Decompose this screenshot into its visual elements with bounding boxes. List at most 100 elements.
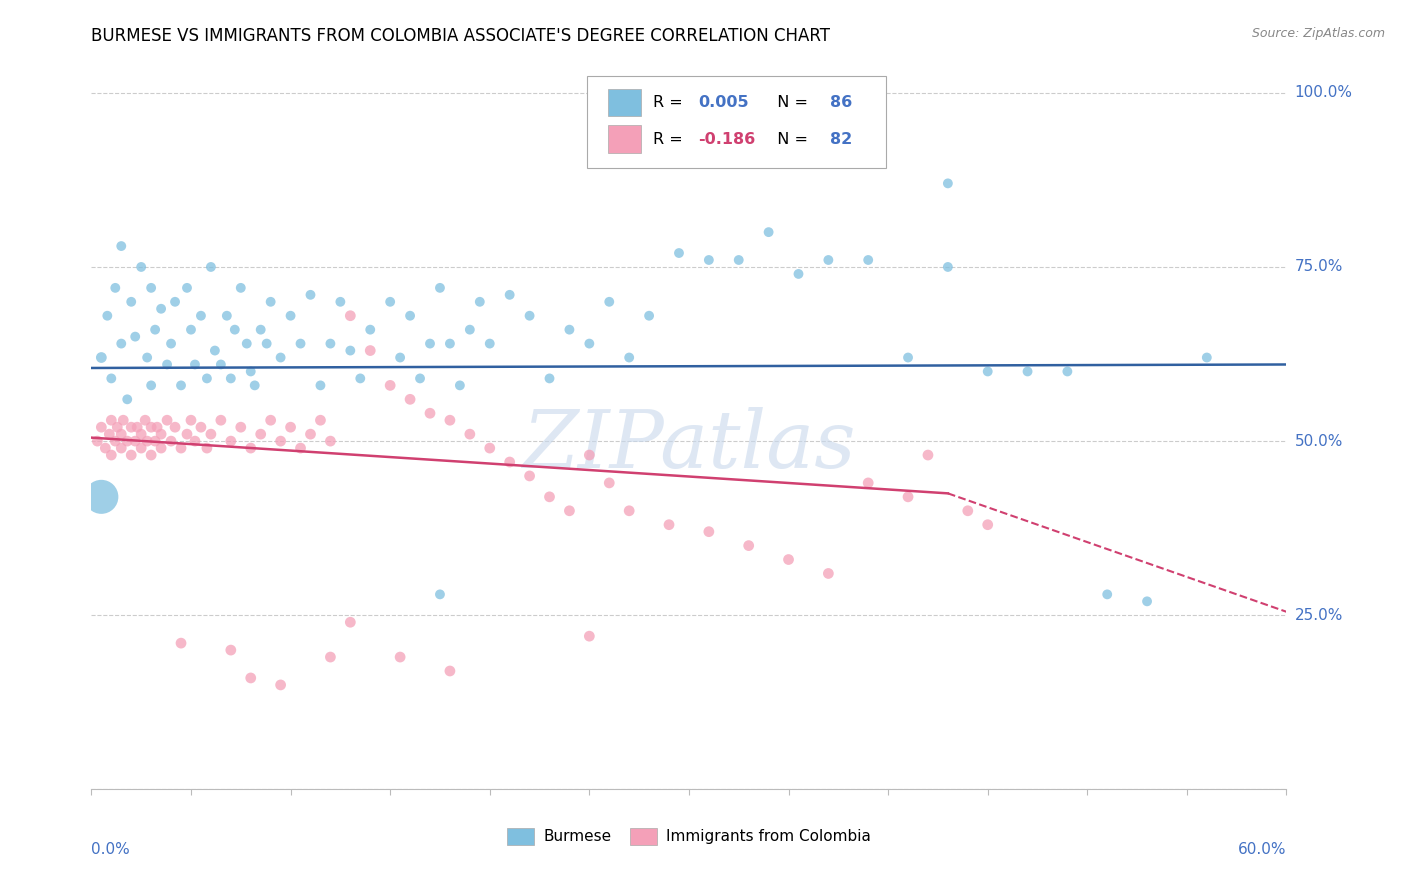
Point (195, 371, 218, 385)
Point (256, 336, 278, 351)
Text: BURMESE VS IMMIGRANTS FROM COLOMBIA ASSOCIATE'S DEGREE CORRELATION CHART: BURMESE VS IMMIGRANTS FROM COLOMBIA ASSO… (91, 28, 831, 45)
Point (697, 524, 720, 539)
Text: 100.0%: 100.0% (1295, 86, 1353, 100)
Point (619, 351, 641, 365)
Point (110, 336, 132, 351)
Point (468, 294, 491, 309)
Point (235, 336, 259, 351)
Point (229, 281, 252, 295)
Point (956, 504, 979, 518)
Point (90, 420, 112, 434)
Point (239, 441, 262, 455)
FancyBboxPatch shape (588, 77, 886, 168)
Point (150, 441, 173, 455)
Point (259, 413, 281, 427)
Point (439, 413, 461, 427)
Point (409, 371, 432, 385)
Text: N =: N = (766, 132, 813, 146)
Point (110, 427, 132, 442)
Point (129, 427, 152, 442)
Point (141, 378, 162, 392)
Point (229, 420, 252, 434)
Point (160, 434, 183, 449)
Point (204, 343, 226, 358)
Text: R =: R = (652, 132, 688, 146)
Point (141, 281, 162, 295)
Point (170, 441, 193, 455)
Text: R =: R = (652, 95, 688, 110)
Point (478, 336, 501, 351)
Point (419, 336, 441, 351)
Point (519, 469, 541, 483)
Point (429, 281, 451, 295)
Point (176, 427, 198, 442)
Point (150, 301, 173, 316)
Point (917, 448, 939, 462)
Point (359, 323, 381, 337)
Point (156, 413, 179, 427)
Text: N =: N = (766, 95, 813, 110)
Point (936, 260, 959, 274)
Point (658, 120, 681, 135)
Point (319, 434, 342, 449)
Point (249, 427, 271, 442)
Point (239, 671, 262, 685)
Point (156, 358, 179, 372)
Point (134, 413, 156, 427)
Point (538, 490, 561, 504)
Point (578, 448, 600, 462)
Point (146, 420, 169, 434)
Point (90, 490, 112, 504)
Point (498, 455, 520, 469)
Point (136, 351, 159, 365)
Point (897, 351, 920, 365)
Point (136, 434, 159, 449)
Point (249, 323, 271, 337)
Point (100, 413, 122, 427)
Point (160, 336, 183, 351)
Point (837, 103, 859, 118)
Point (458, 323, 481, 337)
Point (578, 629, 600, 643)
Text: 82: 82 (830, 132, 852, 146)
Point (339, 343, 361, 358)
Point (96, 309, 118, 323)
Point (180, 323, 202, 337)
Text: 50.0%: 50.0% (1295, 434, 1343, 449)
Point (195, 441, 218, 455)
Point (124, 329, 146, 343)
Point (86, 434, 108, 449)
Point (290, 336, 312, 351)
Point (280, 309, 302, 323)
Legend: Burmese, Immigrants from Colombia: Burmese, Immigrants from Colombia (501, 822, 877, 851)
Point (778, 552, 800, 566)
Point (299, 427, 322, 442)
Point (359, 343, 381, 358)
Point (478, 441, 501, 455)
Point (100, 448, 122, 462)
Point (309, 413, 332, 427)
Point (170, 378, 193, 392)
Point (104, 434, 127, 449)
Point (190, 309, 212, 323)
Point (758, 225, 780, 239)
Point (936, 177, 959, 191)
Point (737, 539, 759, 553)
Point (94, 441, 117, 455)
Point (259, 294, 281, 309)
Point (190, 420, 212, 434)
Point (124, 434, 146, 449)
Point (856, 475, 880, 490)
Point (270, 434, 292, 449)
Point (856, 252, 880, 267)
Point (339, 309, 361, 323)
Point (817, 252, 839, 267)
Point (200, 427, 222, 442)
Point (309, 378, 332, 392)
Point (120, 294, 142, 309)
Point (270, 678, 292, 692)
Point (1056, 364, 1078, 378)
Text: Source: ZipAtlas.com: Source: ZipAtlas.com (1251, 27, 1385, 40)
Point (143, 323, 166, 337)
Point (378, 378, 402, 392)
